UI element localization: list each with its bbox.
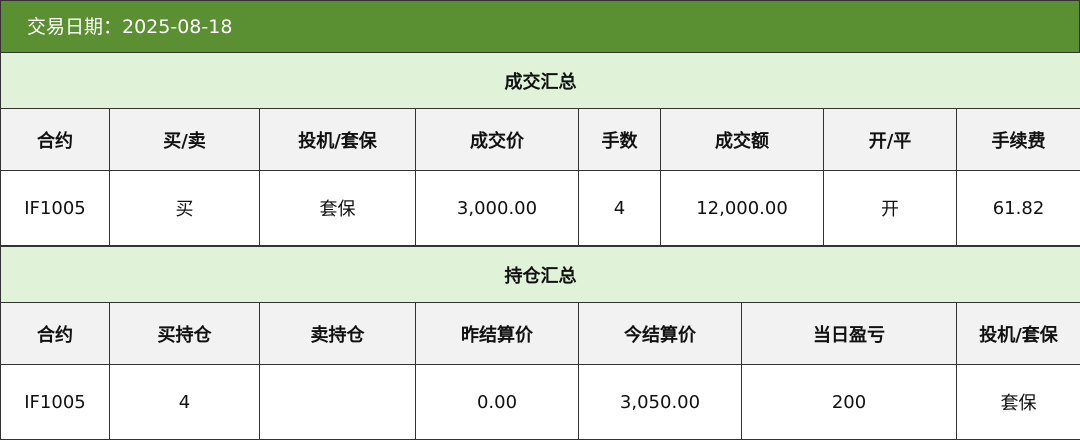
cell: 12,000.00 xyxy=(661,171,824,246)
position-summary-table: 持仓汇总 合约 买持仓 卖持仓 昨结算价 今结算价 当日盈亏 投机/套保 IF1… xyxy=(0,246,1080,440)
cell: 套保 xyxy=(260,171,416,246)
position-summary-title: 持仓汇总 xyxy=(1,247,1080,303)
cell: 61.82 xyxy=(957,171,1080,246)
cell: IF1005 xyxy=(1,365,110,440)
column-header: 成交价 xyxy=(416,109,579,171)
trade-summary-table: 成交汇总 合约 买/卖 投机/套保 成交价 手数 成交额 开/平 手续费 IF1… xyxy=(0,52,1080,246)
cell: 4 xyxy=(110,365,260,440)
column-header: 开/平 xyxy=(824,109,957,171)
table-row: IF1005 买 套保 3,000.00 4 12,000.00 开 61.82 xyxy=(1,171,1080,246)
table-row: IF1005 4 0.00 3,050.00 200 套保 xyxy=(1,365,1080,440)
cell: 开 xyxy=(824,171,957,246)
cell xyxy=(260,365,416,440)
column-header: 卖持仓 xyxy=(260,303,416,365)
column-header: 买/卖 xyxy=(110,109,260,171)
cell: 3,050.00 xyxy=(579,365,742,440)
column-header: 昨结算价 xyxy=(416,303,579,365)
column-header: 手数 xyxy=(579,109,661,171)
column-header: 手续费 xyxy=(957,109,1080,171)
column-header: 合约 xyxy=(1,109,110,171)
column-header: 买持仓 xyxy=(110,303,260,365)
column-header: 今结算价 xyxy=(579,303,742,365)
cell: 买 xyxy=(110,171,260,246)
column-header: 当日盈亏 xyxy=(742,303,957,365)
cell: 4 xyxy=(579,171,661,246)
cell: IF1005 xyxy=(1,171,110,246)
cell: 200 xyxy=(742,365,957,440)
trade-date-header: 交易日期：2025-08-18 xyxy=(0,0,1080,52)
cell: 3,000.00 xyxy=(416,171,579,246)
cell: 套保 xyxy=(957,365,1080,440)
cell: 0.00 xyxy=(416,365,579,440)
column-header: 投机/套保 xyxy=(260,109,416,171)
column-header: 合约 xyxy=(1,303,110,365)
column-header: 投机/套保 xyxy=(957,303,1080,365)
trade-summary-title: 成交汇总 xyxy=(1,53,1080,109)
column-header: 成交额 xyxy=(661,109,824,171)
